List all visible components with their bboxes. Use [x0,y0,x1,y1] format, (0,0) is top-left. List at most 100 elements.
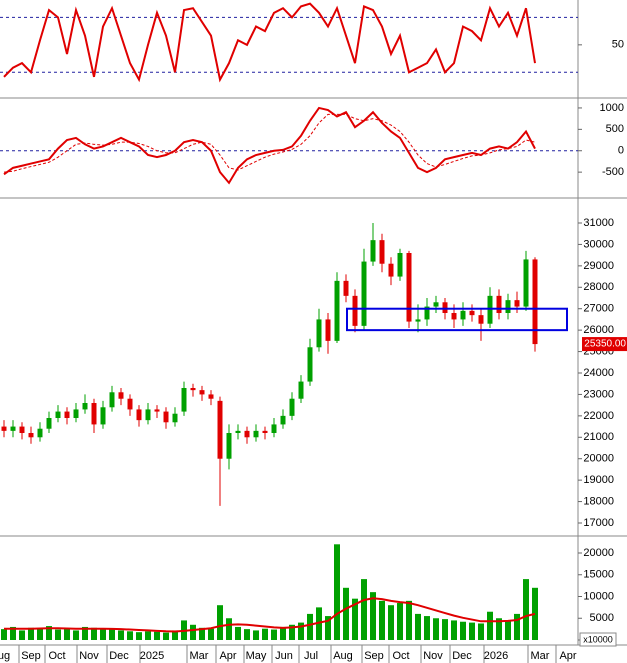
indicator-line [4,597,536,633]
candle-body [253,430,259,438]
volume-bar [163,632,169,640]
y-tick-label: 26000 [583,324,614,336]
volume-bar [289,624,295,640]
volume-bar [397,603,403,640]
candle-body [37,428,43,438]
volume-bar [460,621,466,640]
candle-body [64,411,70,418]
candle-body [352,295,358,326]
candle-body [442,302,448,313]
volume-bar [244,629,250,640]
y-tick-label: 1000 [600,102,624,114]
volume-bar [271,629,277,640]
volume-bar [433,618,439,640]
volume-bar [109,628,115,640]
candle-body [55,411,61,418]
volume-bar [118,630,124,640]
candle-body [46,418,52,429]
candle-body [172,413,178,423]
candle-body [469,310,475,316]
volume-bar [100,629,106,640]
x-tick-label: ug [0,650,10,662]
volume-bar [91,627,97,640]
candle-body [451,313,457,320]
candle-body [100,407,106,425]
volume-bar [154,631,160,640]
volume-bar [46,626,52,640]
x-tick-label: Oct [48,650,65,662]
candle-body [109,392,115,408]
y-tick-label: 10000 [583,590,614,602]
candle-body [406,253,412,322]
volume-bar [145,631,151,640]
volume-bar [487,611,493,640]
candle-body [505,300,511,313]
candle-body [307,347,313,382]
candle-body [1,426,7,431]
x-tick-label: Sep [364,650,384,662]
volume-bar [199,627,205,640]
candle-body [136,409,142,421]
volume-bar [298,622,304,640]
volume-bar [469,622,475,640]
x-tick-label: Jul [304,650,318,662]
candle-body [388,263,394,277]
candle-body [460,310,466,320]
volume-bar [343,587,349,640]
candle-body [127,398,133,410]
candle-body [487,295,493,324]
volume-bar [307,613,313,640]
candle-body [361,261,367,326]
volume-bar [451,620,457,640]
candle-body [280,415,286,425]
y-tick-label: 18000 [583,495,614,507]
indicator-line [3,106,536,185]
volume-bar [379,600,385,640]
volume-bar [370,592,376,640]
candle-body [271,424,277,433]
volume-bar [127,631,133,640]
candle-body [325,319,331,341]
candle-body [73,409,79,418]
x-tick-label: Oct [392,650,409,662]
candle-body [415,319,421,322]
volume-bar [217,605,223,640]
y-tick-label: 31000 [583,217,614,229]
volume-bar [280,626,286,640]
volume-bar [325,616,331,640]
candle-body [190,388,196,391]
volume-bar [262,628,268,640]
volume-bar [190,624,196,640]
x-tick-label: May [246,650,267,662]
y-tick-label: 22000 [583,410,614,422]
last-price-bg [582,337,627,352]
candle-body [523,259,529,307]
candle-body [181,388,187,412]
volume-bar [64,628,70,640]
x-tick-label: Mar [531,650,550,662]
candle-body [478,315,484,324]
candle-body [424,306,430,320]
y-tick-label: 27000 [583,303,614,315]
candle-body [154,409,160,412]
volume-bar [334,544,340,640]
volume-bar [388,605,394,640]
y-tick-label: 28000 [583,281,614,293]
y-tick-label: 0 [618,145,624,157]
unit-label: x10000 [583,634,613,644]
volume-bar [136,632,142,640]
volume-bar [442,619,448,640]
candle-body [397,253,403,277]
candle-body [226,433,232,459]
volume-bar [523,579,529,640]
y-tick-label: 29000 [583,260,614,272]
candle-body [163,411,169,423]
candle-body [532,259,538,345]
volume-bar [316,607,322,640]
candle-body [10,426,16,431]
x-tick-label: 2026 [484,650,508,662]
x-tick-label: Apr [219,650,236,662]
candle-body [199,390,205,395]
